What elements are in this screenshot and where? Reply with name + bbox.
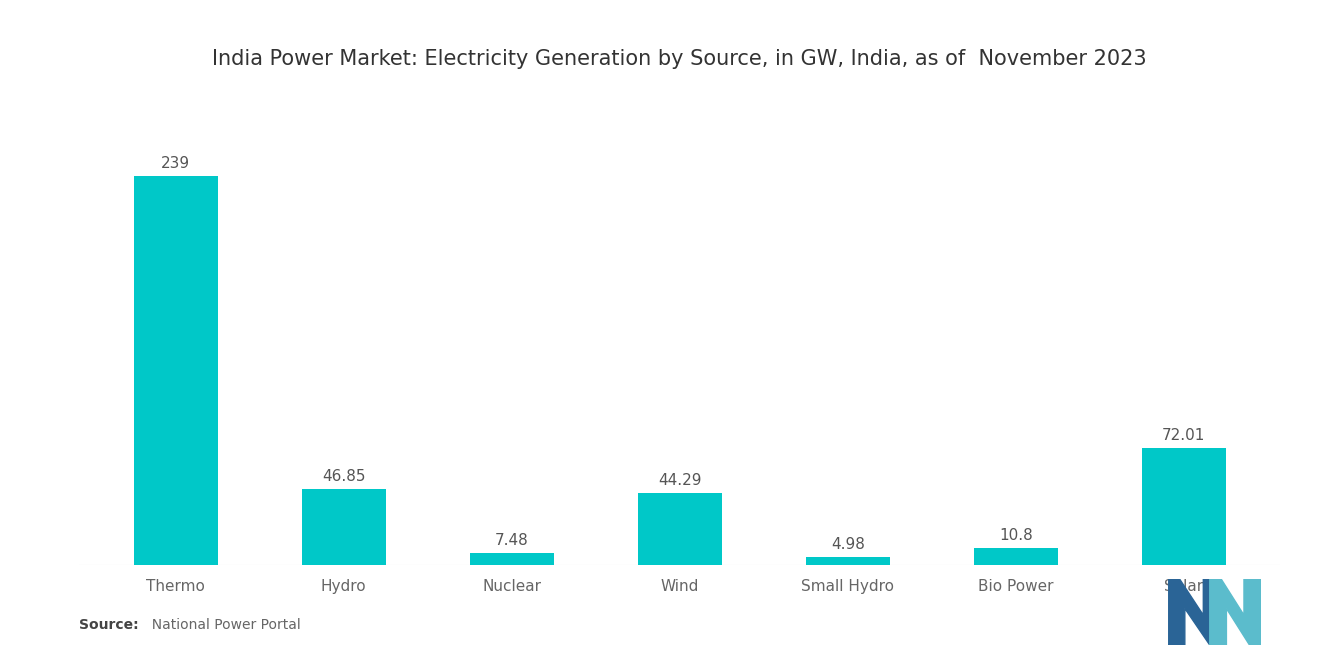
Bar <box>470 553 554 565</box>
Bar <box>974 548 1057 565</box>
Polygon shape <box>1168 579 1220 645</box>
Bar <box>638 493 722 565</box>
Text: 72.01: 72.01 <box>1162 428 1205 443</box>
Text: 44.29: 44.29 <box>659 473 701 488</box>
Title: India Power Market: Electricity Generation by Source, in GW, India, as of  Novem: India Power Market: Electricity Generati… <box>213 49 1147 69</box>
Bar <box>133 176 218 565</box>
Text: 4.98: 4.98 <box>830 537 865 552</box>
Text: 239: 239 <box>161 156 190 172</box>
Bar <box>1142 448 1226 565</box>
Text: Source:: Source: <box>79 618 139 632</box>
Polygon shape <box>1210 579 1261 645</box>
Text: 7.48: 7.48 <box>495 533 529 548</box>
Bar <box>302 489 385 565</box>
Text: 46.85: 46.85 <box>322 469 366 484</box>
Text: National Power Portal: National Power Portal <box>143 618 301 632</box>
Text: 10.8: 10.8 <box>999 528 1032 543</box>
Bar <box>805 557 890 565</box>
